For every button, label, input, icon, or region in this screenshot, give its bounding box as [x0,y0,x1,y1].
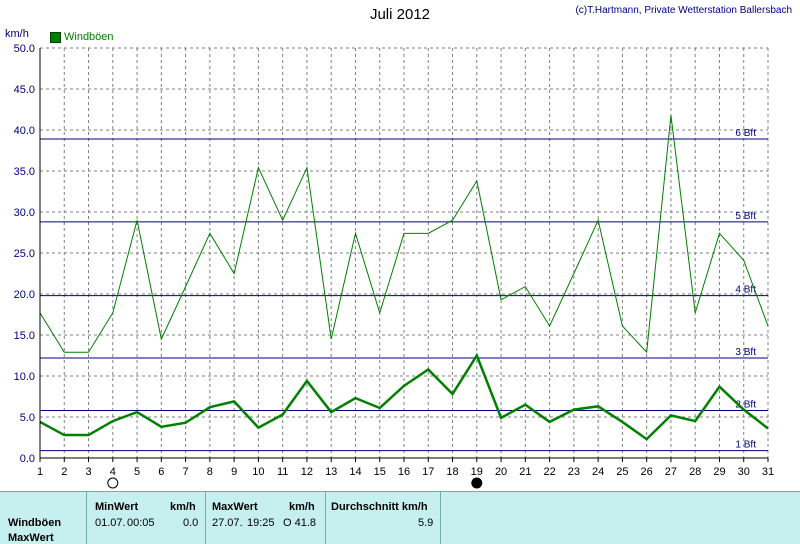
x-tick-label: 8 [207,466,213,478]
footer-row-label-maxwert: MaxWert [8,532,54,544]
max-unit: km/h [289,501,315,513]
x-tick-label: 25 [616,466,628,478]
max-date: 27.07. [212,517,243,529]
y-tick-label: 15.0 [14,330,35,342]
x-tick-label: 27 [665,466,677,478]
min-unit: km/h [170,501,196,513]
grid [40,48,768,458]
x-tick-label: 6 [158,466,164,478]
x-tick-label: 9 [231,466,237,478]
x-tick-label: 10 [252,466,264,478]
max-value: O 41.8 [283,517,316,529]
beaufort-label: 1 Bft [735,440,756,451]
y-tick-label: 10.0 [14,371,35,383]
footer-divider [205,492,206,544]
y-tick-label: 25.0 [14,248,35,260]
max-header: MaxWert [212,501,258,513]
x-tick-label: 17 [422,466,434,478]
footer-divider [440,492,441,544]
x-tick-label: 23 [568,466,580,478]
stats-footer: Windböen MaxWert MinWert km/h 01.07. 00:… [0,491,800,544]
y-tick-label: 35.0 [14,166,35,178]
min-date: 01.07. [95,517,126,529]
min-time: 00:05 [127,517,155,529]
x-tick-label: 22 [543,466,555,478]
x-tick-label: 13 [325,466,337,478]
min-header: MinWert [95,501,138,513]
avg-value: 5.9 [418,517,433,529]
x-tick-label: 11 [277,466,288,478]
new-moon-icon [472,478,482,488]
beaufort-label: 3 Bft [735,347,756,358]
x-tick-label: 4 [110,466,116,478]
full-moon-icon [108,478,118,488]
x-tick-label: 24 [592,466,604,478]
beaufort-label: 5 Bft [735,211,756,222]
x-tick-label: 7 [183,466,189,478]
min-value: 0.0 [183,517,198,529]
x-tick-label: 12 [301,466,313,478]
x-tick-label: 29 [713,466,725,478]
x-tick-label: 18 [446,466,458,478]
y-tick-label: 20.0 [14,289,35,301]
beaufort-label: 6 Bft [735,128,756,139]
footer-row-label-windboen: Windböen [8,517,61,529]
x-tick-label: 28 [689,466,701,478]
x-tick-label: 14 [349,466,361,478]
avg-header: Durchschnitt km/h [331,501,428,513]
x-tick-label: 26 [641,466,653,478]
max-time: 19:25 [247,517,275,529]
y-tick-label: 45.0 [14,84,35,96]
x-tick-label: 31 [762,466,774,478]
x-tick-label: 20 [495,466,507,478]
x-tick-label: 19 [471,466,483,478]
x-tick-label: 5 [134,466,140,478]
y-tick-label: 40.0 [14,125,35,137]
x-tick-label: 3 [85,466,91,478]
y-tick-label: 5.0 [20,412,35,424]
x-tick-label: 2 [61,466,67,478]
x-tick-label: 1 [37,466,43,478]
footer-divider [325,492,326,544]
x-tick-label: 15 [374,466,386,478]
x-tick-label: 30 [738,466,750,478]
x-tick-label: 16 [398,466,410,478]
y-tick-label: 30.0 [14,207,35,219]
y-tick-label: 50.0 [14,43,35,55]
y-tick-label: 0.0 [20,453,35,465]
footer-divider [86,492,87,544]
x-tick-label: 21 [519,466,531,478]
